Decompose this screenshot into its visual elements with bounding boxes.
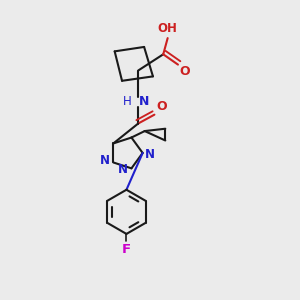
Text: N: N xyxy=(145,148,155,161)
Text: OH: OH xyxy=(158,22,178,35)
Text: H: H xyxy=(123,95,132,108)
Text: N: N xyxy=(139,95,149,108)
Text: N: N xyxy=(118,163,128,176)
Text: O: O xyxy=(179,65,190,78)
Text: N: N xyxy=(100,154,110,167)
Text: F: F xyxy=(122,243,131,256)
Text: O: O xyxy=(157,100,167,113)
